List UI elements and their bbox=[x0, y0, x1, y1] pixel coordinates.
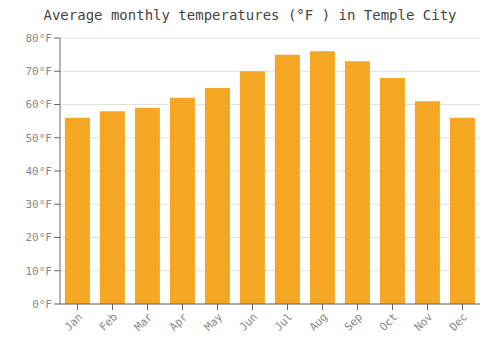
svg-text:Mar: Mar bbox=[132, 310, 156, 334]
svg-text:Jul: Jul bbox=[272, 310, 295, 333]
svg-text:Feb: Feb bbox=[97, 310, 120, 333]
svg-text:Apr: Apr bbox=[167, 310, 191, 334]
svg-text:80°F: 80°F bbox=[26, 32, 53, 45]
svg-text:Jun: Jun bbox=[237, 310, 260, 333]
svg-text:Jan: Jan bbox=[62, 310, 85, 333]
svg-text:May: May bbox=[202, 310, 226, 334]
svg-text:Sep: Sep bbox=[342, 310, 365, 333]
svg-text:Nov: Nov bbox=[412, 310, 436, 334]
svg-text:Dec: Dec bbox=[447, 310, 470, 333]
svg-text:70°F: 70°F bbox=[26, 65, 53, 78]
svg-text:50°F: 50°F bbox=[26, 132, 53, 145]
svg-text:60°F: 60°F bbox=[26, 98, 53, 111]
svg-text:0°F: 0°F bbox=[32, 298, 52, 311]
svg-text:20°F: 20°F bbox=[26, 231, 53, 244]
svg-text:Aug: Aug bbox=[307, 310, 330, 333]
html-text:Average monthly temperatures (: Average monthly temperatures (°F ) in Te… bbox=[43, 7, 457, 23]
svg-text:40°F: 40°F bbox=[26, 165, 53, 178]
svg-text:30°F: 30°F bbox=[26, 198, 53, 211]
svg-text:10°F: 10°F bbox=[26, 265, 53, 278]
svg-text:Oct: Oct bbox=[377, 310, 400, 333]
